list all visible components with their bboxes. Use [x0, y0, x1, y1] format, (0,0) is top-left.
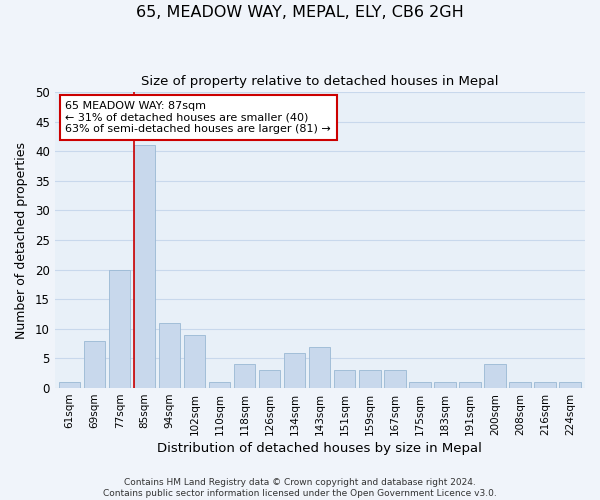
Title: Size of property relative to detached houses in Mepal: Size of property relative to detached ho… — [141, 75, 499, 88]
Bar — [459, 382, 481, 388]
Bar — [109, 270, 130, 388]
Bar — [334, 370, 355, 388]
Text: 65 MEADOW WAY: 87sqm
← 31% of detached houses are smaller (40)
63% of semi-detac: 65 MEADOW WAY: 87sqm ← 31% of detached h… — [65, 101, 331, 134]
Bar — [509, 382, 530, 388]
Bar — [384, 370, 406, 388]
Bar — [259, 370, 280, 388]
Text: 65, MEADOW WAY, MEPAL, ELY, CB6 2GH: 65, MEADOW WAY, MEPAL, ELY, CB6 2GH — [136, 5, 464, 20]
Bar — [184, 335, 205, 388]
Bar — [234, 364, 256, 388]
Bar — [409, 382, 431, 388]
Bar — [284, 352, 305, 388]
Bar — [535, 382, 556, 388]
Text: Contains HM Land Registry data © Crown copyright and database right 2024.
Contai: Contains HM Land Registry data © Crown c… — [103, 478, 497, 498]
Bar — [159, 323, 181, 388]
Bar — [59, 382, 80, 388]
Bar — [484, 364, 506, 388]
Bar — [359, 370, 380, 388]
X-axis label: Distribution of detached houses by size in Mepal: Distribution of detached houses by size … — [157, 442, 482, 455]
Bar — [309, 346, 331, 388]
Bar — [84, 340, 106, 388]
Bar — [209, 382, 230, 388]
Bar — [134, 145, 155, 388]
Y-axis label: Number of detached properties: Number of detached properties — [15, 142, 28, 338]
Bar — [559, 382, 581, 388]
Bar — [434, 382, 455, 388]
